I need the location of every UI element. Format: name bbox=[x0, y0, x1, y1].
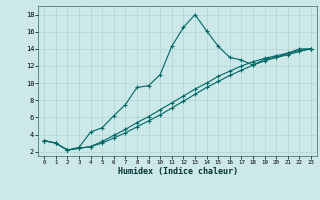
X-axis label: Humidex (Indice chaleur): Humidex (Indice chaleur) bbox=[118, 167, 238, 176]
